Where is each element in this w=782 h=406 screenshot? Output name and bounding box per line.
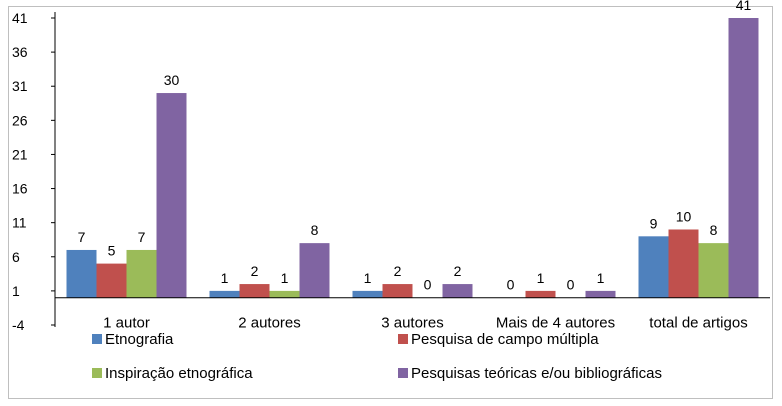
bar-pesquisas-te-ricas-e-ou-bibliogr-ficas-4	[728, 18, 759, 298]
y-tick-label: 26	[12, 112, 28, 128]
legend-label: Inspiração etnográfica	[105, 365, 253, 382]
bar-pesquisa-de-campo-m-ltipla-3	[525, 290, 556, 298]
data-label: 5	[108, 243, 116, 259]
chart-border	[8, 6, 773, 399]
data-label: 2	[251, 263, 259, 279]
data-label: 8	[311, 222, 319, 238]
legend-swatch	[398, 368, 408, 378]
data-label: 2	[454, 263, 462, 279]
bar-pesquisa-de-campo-m-ltipla-4	[668, 229, 699, 298]
x-tick-label: 2 autores	[238, 315, 301, 332]
legend-item: Inspiração etnográfica	[92, 365, 253, 382]
bar-inspira-o-etnogr-fica-4	[698, 243, 729, 298]
data-label: 7	[138, 229, 146, 245]
y-tick-label: -4	[12, 317, 25, 333]
data-label: 9	[650, 215, 658, 231]
bar-pesquisas-te-ricas-e-ou-bibliogr-ficas-0	[156, 93, 187, 298]
y-tick-label: 11	[12, 215, 27, 231]
x-tick-label: total de artigos	[649, 315, 747, 332]
bar-pesquisa-de-campo-m-ltipla-1	[239, 284, 270, 298]
y-axis: 41 36 31 26 21 16 11 6 1 -4	[12, 10, 56, 333]
bar-pesquisa-de-campo-m-ltipla-0	[96, 263, 127, 298]
bar-etnografia-0	[66, 249, 97, 298]
data-label: 1	[597, 270, 605, 286]
data-label: 1	[281, 270, 289, 286]
y-tick-label: 36	[12, 44, 28, 60]
y-tick-label: 21	[12, 146, 28, 162]
data-label: 30	[164, 72, 180, 88]
data-label: 7	[78, 229, 86, 245]
bar-etnografia-4	[638, 236, 669, 298]
y-tick-label: 6	[12, 249, 20, 265]
legend-swatch	[92, 334, 102, 344]
data-label: 0	[424, 277, 432, 293]
bar-pesquisas-te-ricas-e-ou-bibliogr-ficas-3	[585, 290, 616, 298]
data-label: 1	[364, 270, 372, 286]
bar-pesquisas-te-ricas-e-ou-bibliogr-ficas-1	[299, 243, 330, 298]
bar-etnografia-2	[352, 290, 383, 298]
legend-swatch	[92, 368, 102, 378]
data-label: 10	[676, 208, 692, 224]
legend: Etnografia Pesquisa de campo múltipla Insp…	[92, 331, 662, 382]
legend-swatch	[398, 334, 408, 344]
y-tick-label: 31	[12, 78, 28, 94]
x-tick-label: 3 autores	[381, 315, 444, 332]
legend-label: Etnografia	[105, 331, 174, 348]
data-label: 8	[710, 222, 718, 238]
x-tick-label: 1 autor	[103, 315, 150, 332]
y-tick-label: 16	[12, 181, 28, 197]
legend-label: Pesquisa de campo múltipla	[411, 331, 599, 348]
legend-item: Pesquisa de campo múltipla	[398, 331, 599, 348]
data-label: 1	[221, 270, 229, 286]
bar-etnografia-1	[209, 290, 240, 298]
data-label: 2	[394, 263, 402, 279]
legend-item: Etnografia	[92, 331, 174, 348]
bar-inspira-o-etnogr-fica-1	[269, 290, 300, 298]
legend-item: Pesquisas teóricas e/ou bibliográficas	[398, 365, 662, 382]
data-label: 1	[537, 270, 545, 286]
y-tick-label: 41	[12, 10, 28, 26]
data-label: 0	[567, 277, 575, 293]
data-label: 0	[507, 277, 515, 293]
data-label: 41	[736, 0, 752, 13]
bars	[66, 18, 759, 298]
x-axis: 1 autor 2 autores 3 autores Mais de 4 autor…	[55, 297, 770, 332]
y-tick-label: 1	[12, 283, 20, 299]
bar-pesquisas-te-ricas-e-ou-bibliogr-ficas-2	[442, 284, 473, 298]
legend-label: Pesquisas teóricas e/ou bibliográficas	[411, 365, 662, 382]
bar-inspira-o-etnogr-fica-0	[126, 249, 157, 298]
x-tick-label: Mais de 4 autores	[496, 315, 615, 332]
bar-pesquisa-de-campo-m-ltipla-2	[382, 284, 413, 298]
